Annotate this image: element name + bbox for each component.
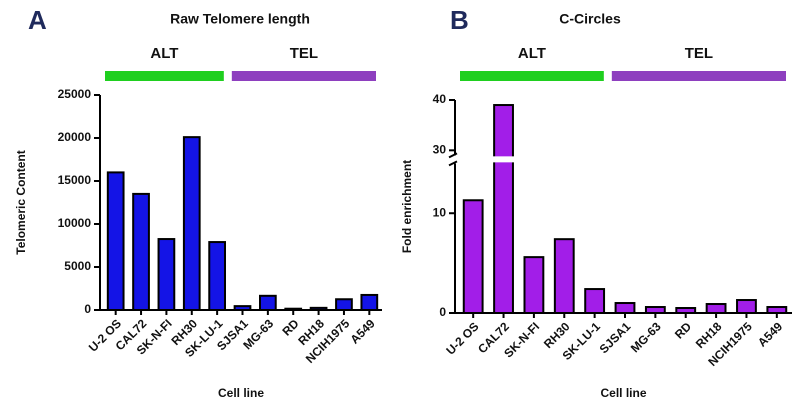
y-tick-label: 40 [433,92,447,106]
group-bar [611,71,786,81]
y-tick-label: 10000 [58,216,92,230]
bar [705,303,727,314]
y-tick-label: 15000 [58,173,92,187]
y-tick-label: 0 [84,302,91,316]
bar [335,298,353,311]
x-tick-label: A549 [755,319,785,349]
group-bar [105,71,224,81]
axis-break [448,152,458,159]
x-tick-label: MG-63 [628,319,664,355]
group-bar [231,71,376,81]
panel-letter: A [28,5,47,35]
y-tick-label: 5000 [64,259,91,273]
bar [157,238,176,311]
axis-break [448,160,458,167]
group-bar [460,71,604,81]
bar [766,306,788,315]
bar [259,294,277,311]
bar [553,238,575,314]
x-tick-label: A549 [347,316,377,346]
y-tick-label: 30 [433,142,447,156]
chart-title: C-Circles [559,11,621,27]
bar [106,171,125,311]
panel-letter: B [450,5,469,35]
bar [309,306,328,312]
bar [736,299,757,315]
x-tick-label: RD [672,319,694,341]
bar [208,241,226,311]
y-tick-label: 20000 [58,130,92,144]
bar-break-gap [492,156,515,163]
bar [182,136,201,311]
bar [132,192,150,311]
group-label: TEL [685,45,713,62]
bar [584,288,606,314]
group-label: ALT [518,45,546,62]
x-axis-label: Cell line [600,386,646,400]
group-label: ALT [150,45,178,62]
group-label: TEL [290,45,318,62]
bar [644,306,666,315]
bar [360,293,379,312]
bar [462,199,484,315]
bar [675,307,697,314]
y-tick-label: 0 [439,305,446,319]
bar [284,307,303,311]
chart-title: Raw Telomere length [170,11,310,27]
y-tick-label: 10 [433,205,447,219]
x-tick-label: U-2 OS [443,319,481,357]
x-axis-label: Cell line [218,386,264,400]
y-tick-label: 25000 [58,87,92,101]
bar [233,305,252,312]
y-axis-label: Fold enrichment [400,160,414,253]
bar [614,302,636,315]
x-tick-label: SJSA1 [597,319,634,356]
y-axis-label: Telomeric Content [14,150,28,254]
bar [523,256,545,315]
bar [493,104,514,314]
